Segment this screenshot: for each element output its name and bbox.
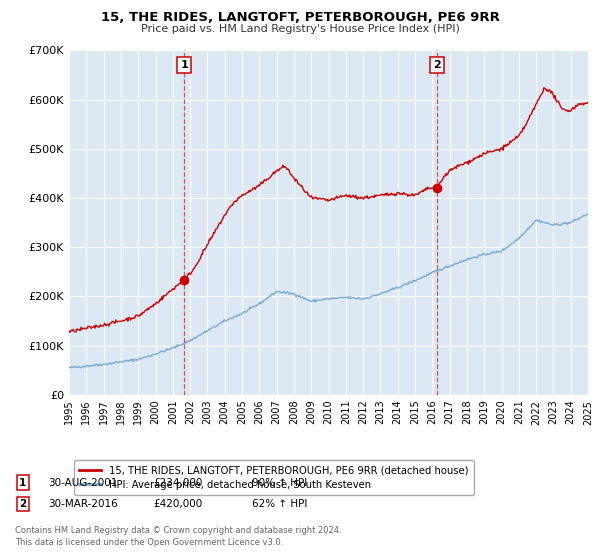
Text: 1: 1 — [181, 60, 188, 70]
Text: Price paid vs. HM Land Registry's House Price Index (HPI): Price paid vs. HM Land Registry's House … — [140, 24, 460, 34]
Text: 30-AUG-2001: 30-AUG-2001 — [48, 478, 118, 488]
Text: 30-MAR-2016: 30-MAR-2016 — [48, 499, 118, 509]
Text: 62% ↑ HPI: 62% ↑ HPI — [252, 499, 307, 509]
Text: 1: 1 — [19, 478, 26, 488]
Text: 2: 2 — [19, 499, 26, 509]
Text: 90% ↑ HPI: 90% ↑ HPI — [252, 478, 307, 488]
Text: £234,000: £234,000 — [153, 478, 202, 488]
Text: Contains HM Land Registry data © Crown copyright and database right 2024.: Contains HM Land Registry data © Crown c… — [15, 526, 341, 535]
Legend: 15, THE RIDES, LANGTOFT, PETERBOROUGH, PE6 9RR (detached house), HPI: Average pr: 15, THE RIDES, LANGTOFT, PETERBOROUGH, P… — [74, 460, 473, 494]
Text: 2: 2 — [433, 60, 440, 70]
Text: £420,000: £420,000 — [153, 499, 202, 509]
Text: This data is licensed under the Open Government Licence v3.0.: This data is licensed under the Open Gov… — [15, 538, 283, 547]
Text: 15, THE RIDES, LANGTOFT, PETERBOROUGH, PE6 9RR: 15, THE RIDES, LANGTOFT, PETERBOROUGH, P… — [101, 11, 499, 24]
